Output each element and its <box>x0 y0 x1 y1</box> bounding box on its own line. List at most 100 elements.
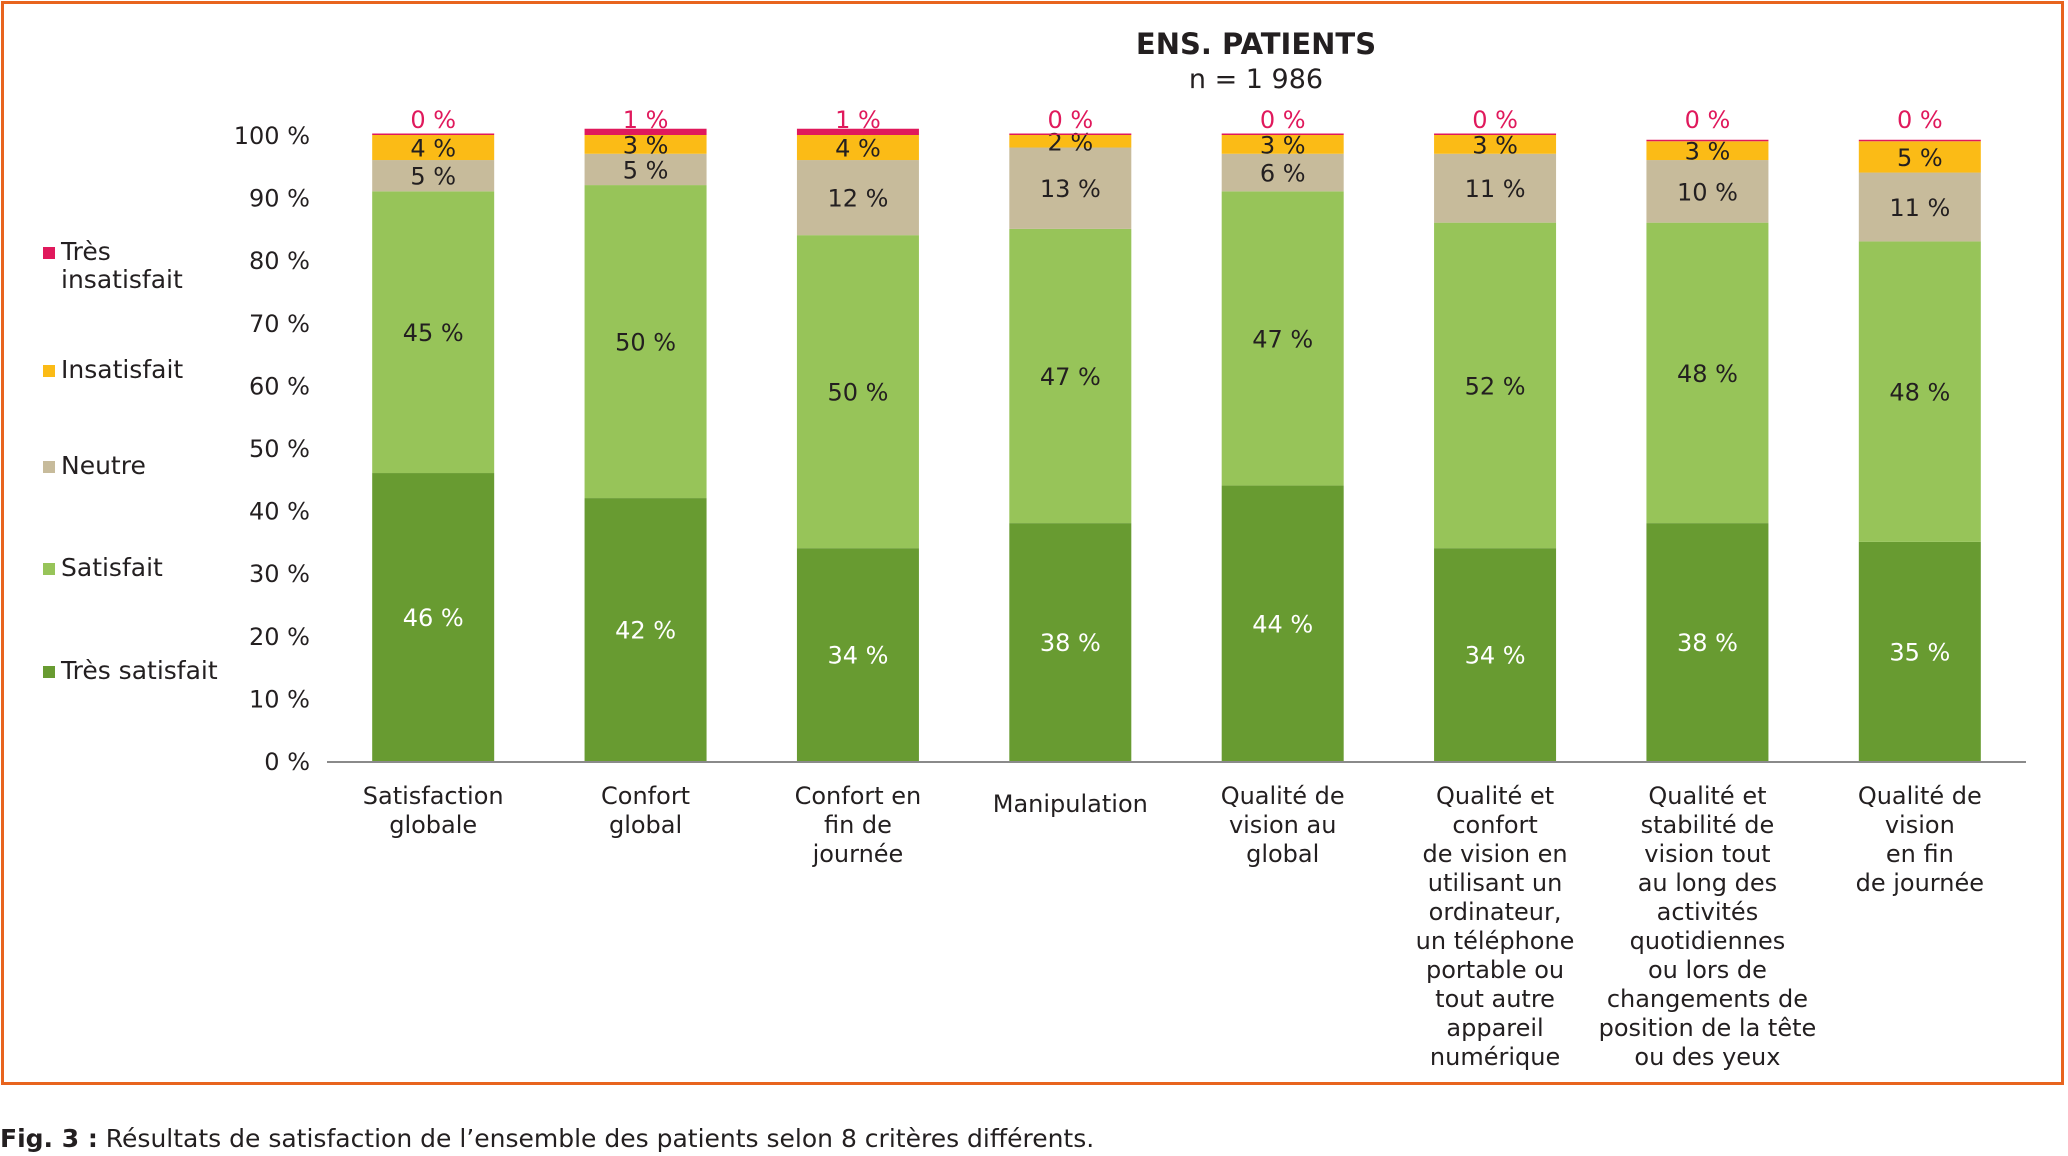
figure-caption: Fig. 3 : Résultats de satisfaction de l’… <box>0 1124 1094 1153</box>
bar-segment <box>372 133 495 135</box>
bar-segment <box>584 153 707 186</box>
data-label: 47 % <box>1252 325 1313 353</box>
data-label: 3 % <box>1472 131 1518 159</box>
bar-segment <box>1221 485 1344 761</box>
y-tick-label: 10 % <box>249 685 310 713</box>
legend-label: Très <box>60 237 111 266</box>
x-tick-label: ordinateur, <box>1429 898 1562 926</box>
data-label: 4 % <box>410 135 456 163</box>
bar-segment <box>1009 147 1132 229</box>
x-tick-label: Qualité et <box>1436 782 1554 810</box>
data-label: 38 % <box>1677 629 1738 657</box>
bar-segment <box>796 160 919 236</box>
data-label: 50 % <box>827 379 888 407</box>
x-tick-label: un téléphone <box>1416 927 1575 955</box>
bar-segment <box>1646 141 1769 161</box>
legend-label: Neutre <box>61 451 146 480</box>
data-label: 5 % <box>410 163 456 191</box>
data-label: 34 % <box>827 642 888 670</box>
x-tick-label: quotidiennes <box>1630 927 1786 955</box>
bar-segment <box>1858 139 1981 142</box>
bar-segment <box>584 185 707 499</box>
bar-segment <box>796 128 919 135</box>
data-label: 50 % <box>615 329 676 357</box>
data-label: 44 % <box>1252 610 1313 638</box>
y-tick-label: 40 % <box>249 498 310 526</box>
bar-segment <box>1221 191 1344 486</box>
x-tick-label: de journée <box>1856 869 1984 897</box>
bar-segment <box>1009 523 1132 761</box>
bar-segment <box>1009 135 1132 148</box>
data-label: 12 % <box>827 185 888 213</box>
bar-segment <box>1221 153 1344 192</box>
data-label: 11 % <box>1465 175 1526 203</box>
x-tick-label: Manipulation <box>993 790 1148 818</box>
x-tick-label: Qualité et <box>1648 782 1766 810</box>
x-tick-label: confort <box>1452 811 1538 839</box>
bar-segment <box>796 235 919 549</box>
figure-frame: ENS. PATIENTS n = 1 986 0 % 10 % 20 % 30 % 40 … <box>1 1 2064 1085</box>
x-tick-label: Qualité de <box>1858 782 1982 810</box>
legend-swatch <box>43 365 55 377</box>
y-tick-label: 30 % <box>249 560 310 588</box>
data-label: 0 % <box>1047 106 1093 134</box>
x-tick-label: portable ou <box>1426 956 1564 984</box>
x-tick-label: activités <box>1657 898 1759 926</box>
x-tick-label: tout autre <box>1435 985 1555 1013</box>
data-label: 48 % <box>1889 379 1950 407</box>
x-tick-label: Confort en <box>795 782 922 810</box>
data-label: 35 % <box>1889 638 1950 666</box>
bar-segment <box>1434 153 1557 223</box>
bar-segment <box>1434 133 1557 135</box>
chart-subtitle: n = 1 986 <box>1189 64 1323 95</box>
data-label: 47 % <box>1040 363 1101 391</box>
data-label: 0 % <box>1472 106 1518 134</box>
legend-swatch <box>43 563 55 575</box>
bar-segment <box>1858 141 1981 173</box>
data-label: 42 % <box>615 617 676 645</box>
x-tick-label: journée <box>812 840 904 868</box>
x-tick-label: numérique <box>1430 1043 1560 1071</box>
bar-segment <box>1434 135 1557 154</box>
data-label: 3 % <box>623 131 669 159</box>
x-tick-label: vision au <box>1229 811 1336 839</box>
x-tick-label: Qualité de <box>1221 782 1345 810</box>
data-label: 13 % <box>1040 175 1101 203</box>
x-tick-label: appareil <box>1446 1014 1543 1042</box>
bar-segment <box>1009 228 1132 524</box>
x-tick-label: au long des <box>1638 869 1777 897</box>
data-label: 4 % <box>835 135 881 163</box>
y-tick-label: 70 % <box>249 310 310 338</box>
bar-segment <box>1221 133 1344 135</box>
bar-segment <box>372 160 495 192</box>
data-label: 0 % <box>1897 106 1943 134</box>
y-tick-label: 100 % <box>234 122 310 150</box>
x-tick-label: fin de <box>824 811 892 839</box>
y-tick-label: 90 % <box>249 185 310 213</box>
bar-segment <box>1434 222 1557 549</box>
bar-segment <box>1646 139 1769 142</box>
data-label: 48 % <box>1677 360 1738 388</box>
x-tick-label: changements de <box>1607 985 1808 1013</box>
y-tick-label: 50 % <box>249 435 310 463</box>
bar-segment <box>372 135 495 161</box>
legend-label: Insatisfait <box>61 355 183 384</box>
data-label: 45 % <box>403 319 464 347</box>
data-label: 5 % <box>1897 144 1943 172</box>
data-label: 52 % <box>1465 372 1526 400</box>
bar-segment <box>1221 135 1344 154</box>
bar-segment <box>584 498 707 761</box>
x-tick-label: globale <box>389 811 477 839</box>
data-label: 10 % <box>1677 178 1738 206</box>
bar-segment <box>1858 172 1981 242</box>
bar-segment <box>1858 241 1981 542</box>
x-tick-label: global <box>609 811 682 839</box>
bar-segment <box>584 135 707 154</box>
y-tick-label: 80 % <box>249 247 310 275</box>
data-label: 5 % <box>623 156 669 184</box>
data-label: 46 % <box>403 604 464 632</box>
x-tick-label: Confort <box>601 782 690 810</box>
data-label: 1 % <box>623 106 669 134</box>
bar-segment <box>372 191 495 474</box>
